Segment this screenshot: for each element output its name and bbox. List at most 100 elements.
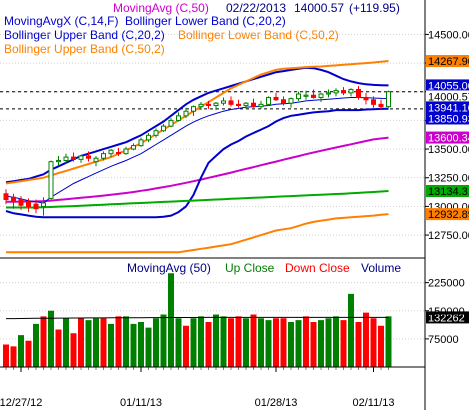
price-tick-label: 14500.00 xyxy=(428,29,469,41)
candle-body xyxy=(296,93,301,100)
candle-body xyxy=(101,153,106,159)
volume-bar xyxy=(115,316,122,367)
candle-body xyxy=(18,199,24,206)
volume-bar xyxy=(333,316,339,367)
candle-body xyxy=(48,161,54,199)
header-date: 02/22/2013 xyxy=(226,1,286,15)
volume-legend-up: Up Close xyxy=(225,261,275,275)
price-tick-label: 13250.00 xyxy=(428,173,469,185)
volume-bar xyxy=(235,316,242,367)
series-line-4 xyxy=(6,213,389,254)
candle-body xyxy=(266,96,271,105)
price-label-box xyxy=(426,131,469,144)
volume-bar xyxy=(250,314,257,367)
series-line-3 xyxy=(5,66,389,184)
date-tick-label: 01/28/13 xyxy=(255,397,298,409)
candle-body xyxy=(191,106,196,112)
date-axis: 12/27/12 01/11/13 01/28/13 02/11/13 xyxy=(0,367,395,409)
candle-body xyxy=(348,88,354,94)
volume-bar xyxy=(363,312,369,367)
volume-bar xyxy=(370,318,377,367)
volume-bar xyxy=(160,314,167,367)
volume-legend-title: MovingAvg (50) xyxy=(127,261,211,275)
volume-bar xyxy=(85,320,92,367)
price-tick-label: 12750.00 xyxy=(428,230,469,242)
price-label-text: 12932.89 xyxy=(428,209,469,221)
volume-bar xyxy=(198,316,204,367)
volume-bar xyxy=(190,318,197,367)
volume-bar xyxy=(378,325,384,367)
candle-body xyxy=(363,96,369,101)
candle-body xyxy=(108,149,114,155)
volume-average-line: 132262 xyxy=(6,311,469,324)
volume-bar xyxy=(175,318,182,367)
price-label-text: 13600.34 xyxy=(428,133,469,145)
price-label-box xyxy=(426,90,469,103)
candle-body xyxy=(78,155,84,160)
volume-tick-label: 75000 xyxy=(428,334,459,346)
volume-bar xyxy=(303,316,309,367)
candle-body xyxy=(183,110,189,117)
candle-body xyxy=(228,100,234,105)
price-label-text: 14000.57 xyxy=(428,91,469,103)
date-tick-label: 12/27/12 xyxy=(0,397,42,409)
volume-bar xyxy=(63,318,69,367)
date-tick-label: 01/11/13 xyxy=(120,397,162,409)
candlesticks xyxy=(3,86,391,216)
volume-bar xyxy=(183,325,189,367)
price-label-box xyxy=(426,184,469,197)
candle-body xyxy=(123,148,129,155)
legend-line-0: MovingAvgX (C,14,F) xyxy=(4,14,119,28)
candle-body xyxy=(71,156,76,160)
header-change: (+119.95) xyxy=(349,1,400,15)
candle-body xyxy=(281,99,286,104)
candle-body xyxy=(356,88,361,98)
candle-body xyxy=(63,156,69,162)
price-label-box xyxy=(426,79,469,92)
price-tick-label: 13500.00 xyxy=(428,144,469,156)
volume-bar xyxy=(93,318,99,367)
volume-bar xyxy=(295,320,302,367)
candle-body xyxy=(93,157,99,163)
candle-body xyxy=(206,103,211,106)
legend-line-2: Bollinger Upper Band (C,20,2) xyxy=(4,28,165,42)
volume-bar xyxy=(145,327,152,367)
legend-line-3: Bollinger Lower Band (C,50,2) xyxy=(178,28,339,42)
volume-bar xyxy=(3,344,9,367)
volume-average-label-box xyxy=(426,311,469,324)
candle-body xyxy=(33,203,39,210)
candle-body xyxy=(386,91,391,108)
price-label-text: 14055.00 xyxy=(428,80,469,92)
candle-body xyxy=(326,92,331,95)
volume-bar xyxy=(168,273,174,367)
volume-bar xyxy=(243,318,249,367)
candle-body xyxy=(56,160,61,163)
candle-body xyxy=(116,152,121,155)
series-line-6 xyxy=(6,190,389,209)
volume-average-label: 132262 xyxy=(428,312,465,324)
volume-bar xyxy=(25,340,32,367)
volume-average-polyline xyxy=(6,316,389,320)
volume-legend-volume: Volume xyxy=(361,261,401,275)
candle-body xyxy=(318,93,324,98)
candle-body xyxy=(378,103,384,108)
volume-bar xyxy=(348,293,354,367)
volume-bar xyxy=(258,318,264,367)
candle-body xyxy=(273,96,279,101)
candle-body xyxy=(153,130,159,136)
price-last-value-labels: 14267.90 14055.0014000.5713941.1013850.93… xyxy=(426,55,469,221)
price-label-box xyxy=(426,55,469,68)
volume-bar xyxy=(318,320,324,367)
header-title-prefix: MovingAvg (C,50) xyxy=(113,1,209,15)
price-label-text: 13850.93 xyxy=(428,113,469,125)
date-tick-label: 02/11/13 xyxy=(352,397,394,409)
price-label-text: 13941.10 xyxy=(428,102,469,114)
volume-tick-label: 150000 xyxy=(428,306,465,318)
volume-gridlines xyxy=(0,282,425,340)
volume-bar xyxy=(220,316,227,367)
candle-body xyxy=(198,103,204,108)
volume-bar xyxy=(385,316,392,367)
price-label-box xyxy=(426,208,469,221)
volume-bar xyxy=(55,329,62,367)
volume-bar xyxy=(100,318,107,367)
